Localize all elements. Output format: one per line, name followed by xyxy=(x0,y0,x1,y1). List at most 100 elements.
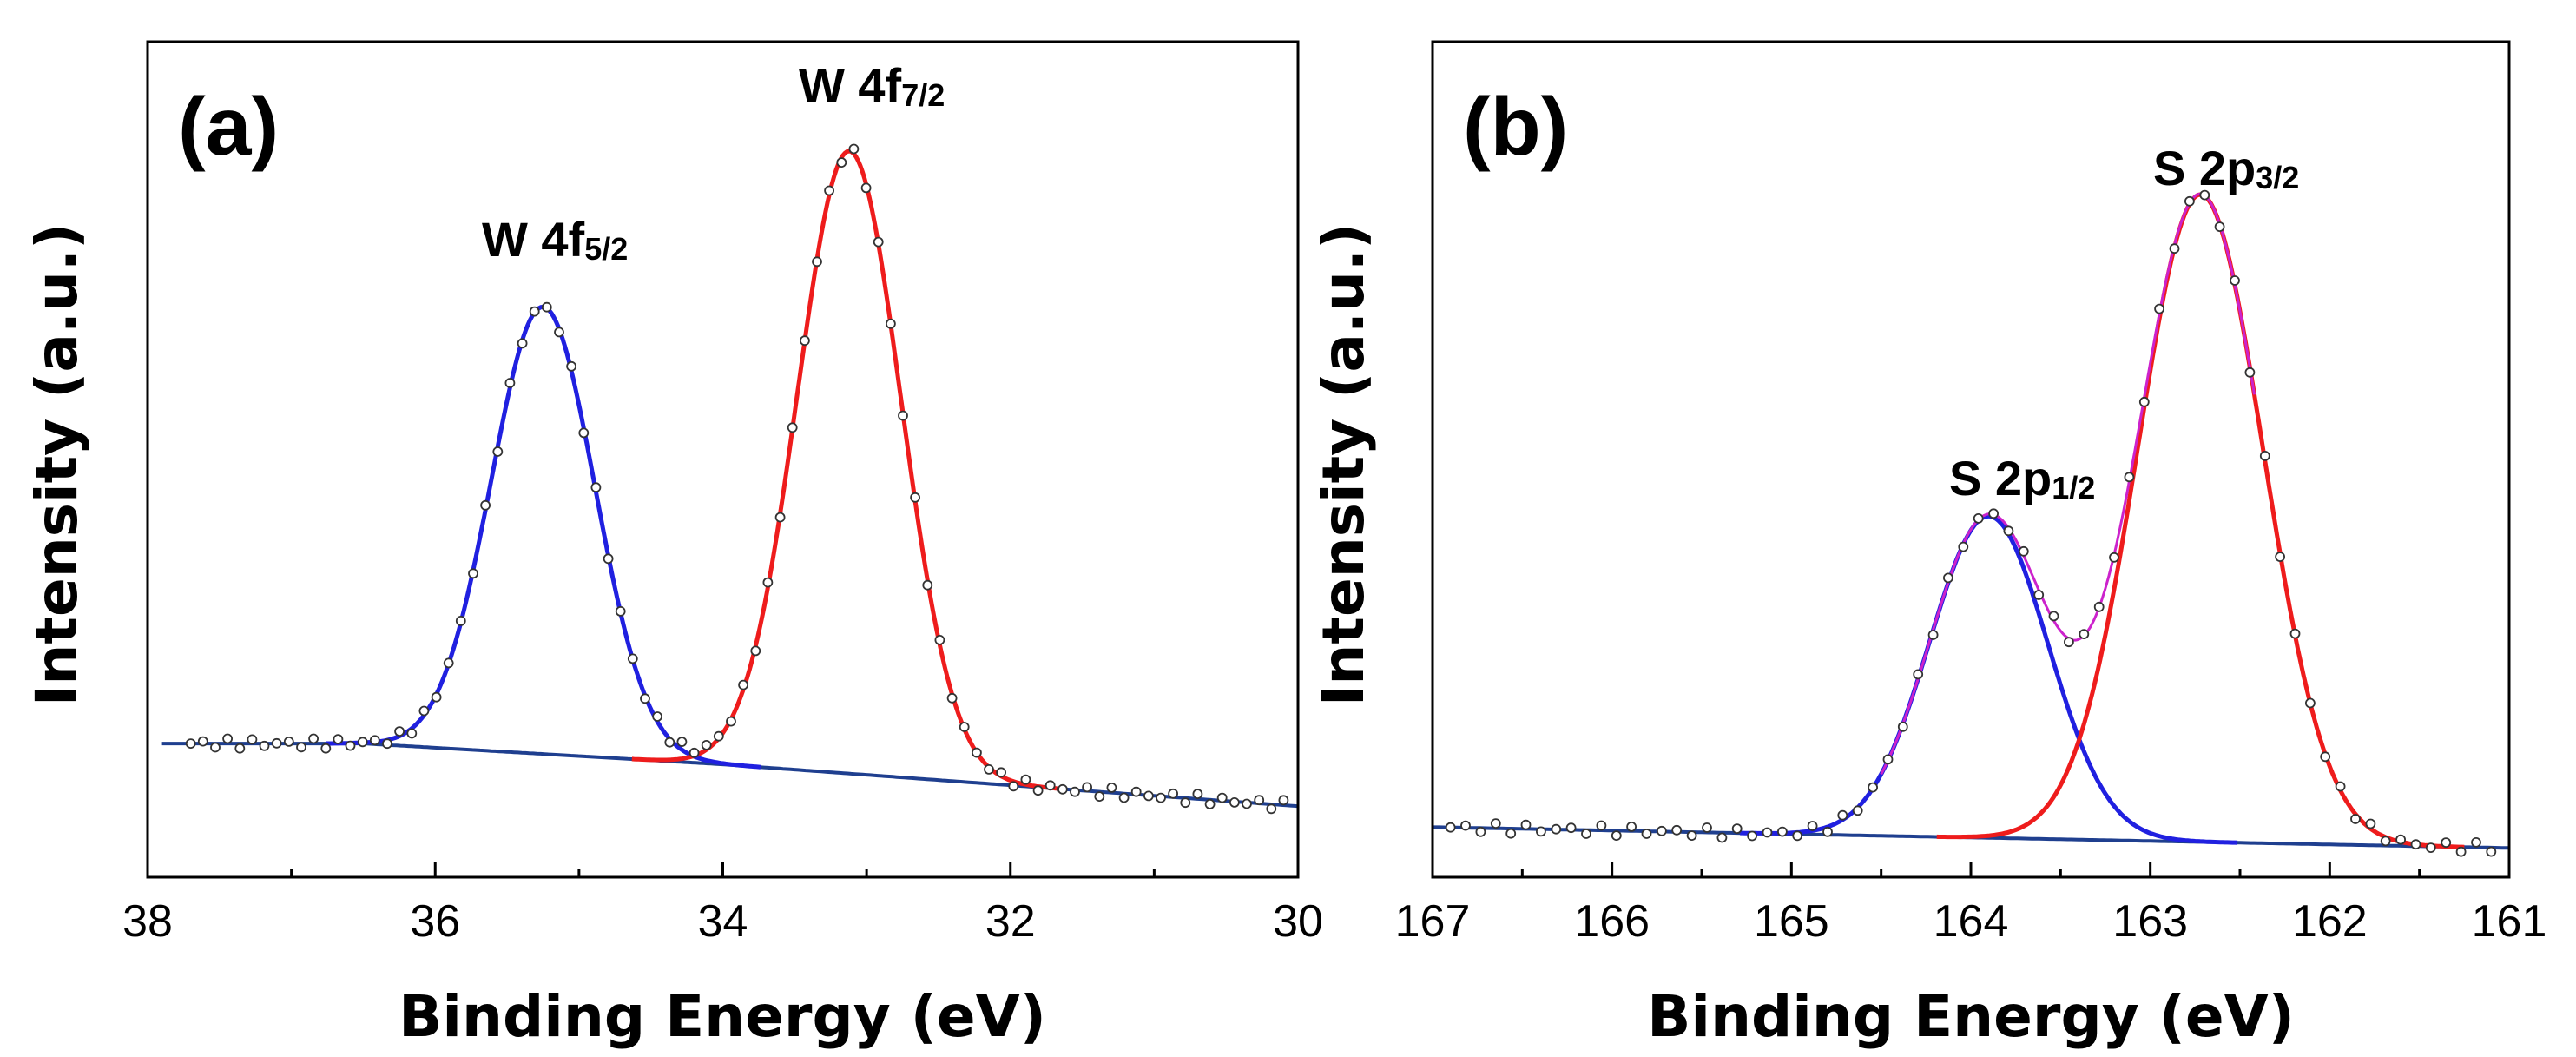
data-point xyxy=(762,577,774,588)
peak-label-w4f72: W 4f7/2 xyxy=(799,58,945,113)
data-point xyxy=(726,716,736,727)
data-point xyxy=(2154,303,2165,314)
data-point xyxy=(996,767,1006,778)
x-tick-label: 38 xyxy=(122,896,173,947)
data-point xyxy=(197,736,208,747)
data-point xyxy=(2455,846,2467,857)
data-point xyxy=(234,743,246,754)
data-point xyxy=(1837,809,1848,821)
x-tick-label: 165 xyxy=(1754,896,1829,947)
data-point xyxy=(2244,367,2256,378)
data-point xyxy=(1927,630,1939,640)
x-tick-label: 164 xyxy=(1934,896,2009,947)
data-point xyxy=(2033,590,2045,600)
panel-b-data-points xyxy=(1445,189,2497,857)
data-point xyxy=(1671,824,1683,836)
data-point xyxy=(1094,791,1105,802)
data-point xyxy=(2003,525,2014,537)
data-point xyxy=(2214,221,2225,233)
data-point xyxy=(1242,798,1252,809)
data-point xyxy=(984,764,994,775)
data-point xyxy=(1130,786,1142,797)
data-point xyxy=(2410,839,2421,850)
data-point xyxy=(750,645,761,657)
peak-label-s2p12-sub: 1/2 xyxy=(2052,470,2095,505)
data-point xyxy=(2304,697,2316,709)
data-point xyxy=(1106,783,1117,793)
panel-b-peak-curve-2 xyxy=(1936,192,2465,849)
data-point xyxy=(2486,846,2497,857)
data-point xyxy=(1460,820,1471,831)
data-point xyxy=(2063,637,2074,648)
data-point xyxy=(2275,552,2286,562)
data-point xyxy=(946,692,958,704)
data-point xyxy=(1044,780,1056,791)
data-point xyxy=(1882,754,1894,765)
data-point xyxy=(910,492,920,503)
data-point xyxy=(1204,799,1216,809)
data-point xyxy=(603,553,614,565)
data-point xyxy=(640,693,650,704)
data-point xyxy=(664,737,675,748)
panel-b-x-axis-title: Binding Energy (eV) xyxy=(1647,983,2295,1050)
panel-a-label: (a) xyxy=(178,81,279,173)
data-point xyxy=(2259,451,2270,461)
data-point xyxy=(2471,837,2481,848)
data-point xyxy=(676,737,688,747)
data-point xyxy=(886,318,896,329)
data-point xyxy=(554,327,564,338)
data-point xyxy=(1822,826,1833,837)
data-point xyxy=(369,735,380,746)
data-point xyxy=(1762,827,1773,838)
data-point xyxy=(1118,792,1130,803)
data-point xyxy=(738,679,748,690)
data-point xyxy=(271,737,282,749)
data-point xyxy=(1852,805,1863,816)
data-point xyxy=(1581,829,1591,839)
panel-b-curves xyxy=(1432,192,2510,850)
data-point xyxy=(787,422,798,433)
data-point xyxy=(247,734,258,745)
data-point xyxy=(357,737,368,748)
panel-a-frame xyxy=(146,40,1300,879)
data-point xyxy=(701,740,712,750)
data-point xyxy=(1445,822,1456,833)
data-point xyxy=(1082,782,1092,793)
data-point xyxy=(615,606,626,617)
x-tick-label: 163 xyxy=(2112,896,2188,947)
data-point xyxy=(713,730,724,742)
data-point xyxy=(394,726,405,737)
x-tick-label: 162 xyxy=(2292,896,2368,947)
panel-a-data-points xyxy=(185,143,1289,815)
data-point xyxy=(541,301,552,313)
peak-label-w4f72-main: W 4f xyxy=(799,58,902,113)
peak-label-s2p32-main: S 2p xyxy=(2153,141,2256,195)
peak-label-s2p32-sub: 3/2 xyxy=(2256,160,2299,195)
data-point xyxy=(1229,797,1240,808)
data-point xyxy=(2365,818,2376,829)
panel-a-curves xyxy=(161,149,1299,809)
data-point xyxy=(1686,830,1697,841)
data-point xyxy=(1807,821,1818,831)
data-point xyxy=(1913,669,1924,680)
data-point xyxy=(1868,782,1879,793)
data-point xyxy=(1958,541,1969,552)
x-tick-label: 167 xyxy=(1395,896,1471,947)
data-point xyxy=(812,256,822,268)
data-point xyxy=(1611,830,1622,841)
data-point xyxy=(308,733,320,744)
data-point xyxy=(1747,830,1757,842)
data-point xyxy=(934,635,945,645)
data-point xyxy=(259,740,270,751)
peak-label-s2p12-main: S 2p xyxy=(1949,451,2052,505)
data-point xyxy=(922,579,933,591)
panel-a: 38 36 34 32 30 (a) W 4f5/2 W 4f7/2 Binding E… xyxy=(23,40,1323,1050)
data-point xyxy=(1143,790,1154,802)
data-point xyxy=(1731,823,1743,834)
data-point xyxy=(1490,818,1501,829)
data-point xyxy=(468,568,478,579)
panel-b-peak-curve-1 xyxy=(1740,513,2238,845)
data-point xyxy=(1216,792,1228,803)
data-point xyxy=(1973,513,1984,524)
data-point xyxy=(2093,601,2105,612)
